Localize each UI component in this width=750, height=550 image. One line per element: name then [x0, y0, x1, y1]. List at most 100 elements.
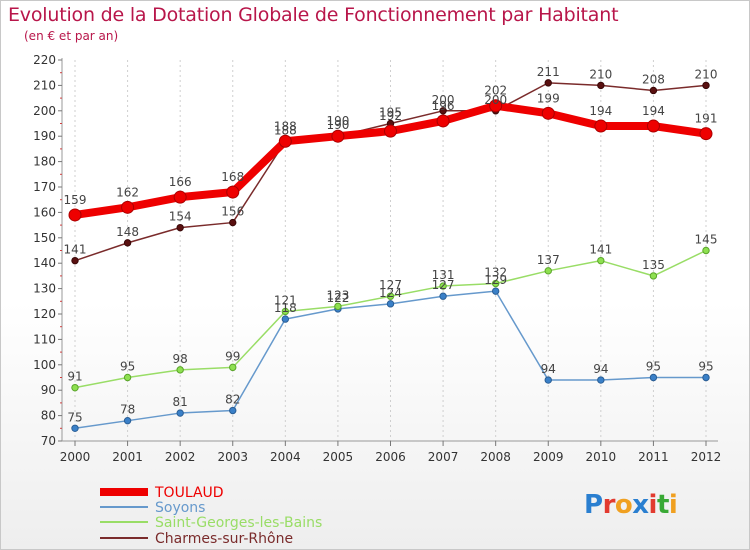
- y-tick-label-120: 120: [33, 307, 56, 321]
- data-label-soyons-2011: 95: [646, 360, 661, 374]
- data-label-soyons-2009: 94: [541, 362, 556, 376]
- chart-title: Evolution de la Dotation Globale de Fonc…: [8, 4, 619, 26]
- x-tick-label-2005: 2005: [323, 450, 354, 464]
- data-point-soyons-2002: [176, 409, 184, 417]
- data-label-saint-georges-les-bains-2002: 98: [173, 352, 188, 366]
- data-label-charmes-sur-rh-ne-2002: 154: [169, 210, 192, 224]
- y-tick-label-80: 80: [41, 409, 56, 423]
- data-point-saint-georges-les-bains-2001: [123, 373, 132, 382]
- chart-subtitle: (en € et par an): [24, 29, 119, 43]
- data-point-soyons-2008: [491, 287, 500, 295]
- y-tick-label-130: 130: [33, 282, 56, 296]
- data-label-saint-georges-les-bains-2006: 127: [379, 278, 402, 292]
- data-point-toulaud-2010: [594, 119, 608, 133]
- legend-label-toulaud: TOULAUD: [154, 485, 224, 501]
- data-label-toulaud-2009: 199: [537, 91, 560, 105]
- y-tick-label-170: 170: [33, 180, 56, 194]
- y-tick-label-100: 100: [33, 358, 56, 372]
- data-label-soyons-2010: 94: [593, 362, 608, 376]
- data-label-soyons-2008: 129: [484, 273, 507, 287]
- y-tick-label-150: 150: [33, 231, 56, 245]
- data-point-saint-georges-les-bains-2004: [281, 307, 290, 316]
- x-tick-label-2006: 2006: [375, 450, 406, 464]
- data-label-toulaud-2008: 202: [484, 84, 507, 98]
- data-label-charmes-sur-rh-ne-2006: 195: [379, 106, 402, 120]
- x-tick-label-2012: 2012: [691, 450, 722, 464]
- data-label-toulaud-2002: 166: [169, 175, 192, 189]
- data-label-soyons-2001: 78: [120, 403, 135, 417]
- data-point-toulaud-2005: [331, 129, 345, 143]
- data-label-saint-georges-les-bains-2005: 123: [326, 288, 349, 302]
- data-point-toulaud-2004: [278, 134, 292, 148]
- data-label-soyons-2006: 124: [379, 286, 402, 300]
- data-label-charmes-sur-rh-ne-2010: 210: [589, 67, 612, 81]
- data-label-soyons-2000: 75: [67, 410, 82, 424]
- x-tick-label-2011: 2011: [638, 450, 669, 464]
- data-point-saint-georges-les-bains-2007: [439, 282, 447, 290]
- data-point-soyons-2001: [123, 416, 132, 425]
- data-label-charmes-sur-rh-ne-2011: 208: [642, 72, 665, 86]
- data-point-toulaud-2003: [226, 185, 240, 199]
- y-tick-label-70: 70: [41, 434, 56, 448]
- data-label-toulaud-2005: 190: [326, 114, 349, 128]
- data-point-saint-georges-les-bains-2009: [544, 267, 552, 275]
- data-point-toulaud-2011: [646, 119, 660, 133]
- x-tick-label-2001: 2001: [112, 450, 143, 464]
- x-tick-label-2007: 2007: [428, 450, 459, 464]
- data-label-soyons-2004: 118: [274, 301, 297, 315]
- data-label-toulaud-2012: 191: [695, 112, 718, 126]
- data-point-charmes-sur-rh-ne-2001: [123, 239, 132, 247]
- data-point-charmes-sur-rh-ne-2002: [176, 223, 184, 232]
- y-tick-label-140: 140: [33, 256, 56, 270]
- y-tick-label-210: 210: [33, 78, 56, 92]
- data-label-soyons-2007: 127: [432, 278, 455, 292]
- y-tick-label-190: 190: [33, 129, 56, 143]
- x-tick-label-2002: 2002: [165, 450, 196, 464]
- legend-label-saint-georges-les-bains: Saint-Georges-les-Bains: [155, 515, 322, 531]
- data-point-soyons-2012: [702, 373, 710, 382]
- data-label-toulaud-2003: 168: [221, 170, 244, 184]
- x-tick-label-2003: 2003: [217, 450, 248, 464]
- data-label-charmes-sur-rh-ne-2009: 211: [537, 65, 560, 79]
- y-tick-label-90: 90: [41, 383, 56, 397]
- data-label-saint-georges-les-bains-2008: 132: [484, 266, 507, 280]
- data-point-charmes-sur-rh-ne-2003: [229, 218, 237, 227]
- y-tick-label-180: 180: [33, 155, 56, 169]
- x-tick-label-2000: 2000: [60, 450, 91, 464]
- data-label-charmes-sur-rh-ne-2004: 188: [274, 123, 297, 137]
- data-label-charmes-sur-rh-ne-2007: 200: [432, 93, 455, 107]
- data-label-charmes-sur-rh-ne-2003: 156: [221, 205, 244, 219]
- data-point-saint-georges-les-bains-2005: [334, 302, 342, 311]
- data-label-charmes-sur-rh-ne-2005: 190: [326, 118, 349, 132]
- data-point-soyons-2006: [386, 300, 395, 308]
- data-label-saint-georges-les-bains-2007: 131: [432, 268, 455, 282]
- data-point-saint-georges-les-bains-2010: [597, 256, 605, 265]
- data-label-saint-georges-les-bains-2012: 145: [695, 233, 718, 247]
- x-tick-label-2009: 2009: [533, 450, 564, 464]
- data-label-charmes-sur-rh-ne-2000: 141: [64, 243, 87, 257]
- data-point-toulaud-2009: [541, 106, 555, 120]
- data-label-saint-georges-les-bains-2011: 135: [642, 258, 665, 272]
- data-label-charmes-sur-rh-ne-2012: 210: [695, 67, 718, 81]
- data-label-toulaud-2004: 188: [274, 119, 297, 133]
- data-label-saint-georges-les-bains-2004: 121: [274, 293, 297, 307]
- y-tick-label-160: 160: [33, 205, 56, 219]
- data-label-saint-georges-les-bains-2001: 95: [120, 360, 135, 374]
- legend-label-soyons: Soyons: [155, 500, 205, 516]
- data-point-toulaud-2002: [173, 190, 187, 204]
- data-point-toulaud-2008: [489, 99, 503, 113]
- data-point-toulaud-2001: [121, 200, 135, 214]
- data-label-toulaud-2010: 194: [589, 104, 612, 118]
- data-point-toulaud-2007: [436, 114, 450, 128]
- data-point-saint-georges-les-bains-2011: [649, 272, 658, 280]
- data-point-charmes-sur-rh-ne-2011: [649, 86, 658, 95]
- data-point-soyons-2003: [229, 406, 237, 415]
- data-label-toulaud-2000: 159: [64, 193, 87, 207]
- data-point-toulaud-2000: [68, 208, 82, 222]
- data-point-charmes-sur-rh-ne-2000: [71, 256, 79, 265]
- data-label-toulaud-2011: 194: [642, 104, 665, 118]
- data-label-saint-georges-les-bains-2003: 99: [225, 349, 240, 363]
- proxiti-logo: Proxiti: [584, 490, 678, 520]
